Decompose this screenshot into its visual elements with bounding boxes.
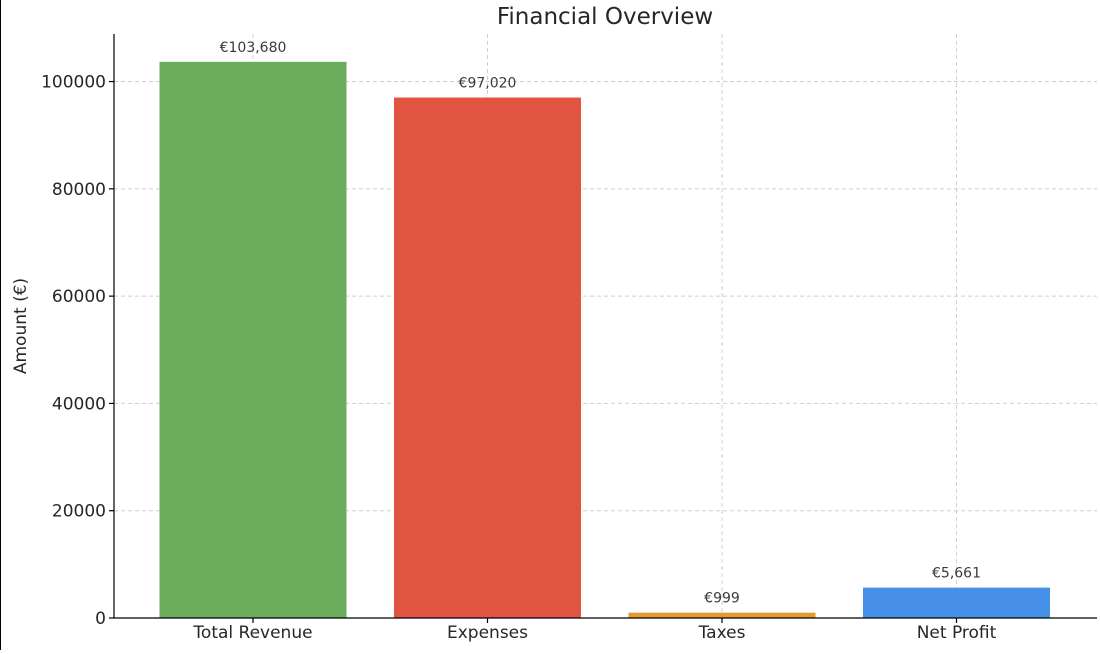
data-label: €5,661 — [932, 566, 981, 582]
y-tick-label: 0 — [95, 609, 106, 629]
x-tick-label: Taxes — [698, 623, 746, 643]
y-tick-label: 60000 — [52, 287, 106, 307]
data-label: €999 — [704, 591, 740, 607]
axis-layer — [109, 34, 1097, 623]
y-axis-label: Amount (€) — [11, 278, 31, 374]
bar-layer — [159, 61, 1050, 619]
data-label: €103,680 — [220, 40, 287, 56]
bar-total-revenue — [159, 61, 347, 619]
y-tick-label: 40000 — [52, 394, 106, 414]
x-tick-label: Total Revenue — [192, 623, 312, 643]
y-tick-label: 100000 — [41, 73, 106, 93]
bar-taxes — [628, 612, 816, 618]
chart-title: Financial Overview — [497, 4, 713, 30]
label-layer: 0 20000 40000 60000 80000 100000 Total Revenue… — [41, 40, 997, 643]
y-tick-label: 80000 — [52, 180, 106, 200]
bar-expenses — [394, 97, 581, 618]
x-tick-label: Expenses — [447, 623, 528, 643]
bar-net-profit — [863, 587, 1050, 618]
data-label: €97,020 — [459, 76, 517, 92]
y-tick-label: 20000 — [52, 502, 106, 522]
x-tick-label: Net Profit — [917, 623, 997, 643]
